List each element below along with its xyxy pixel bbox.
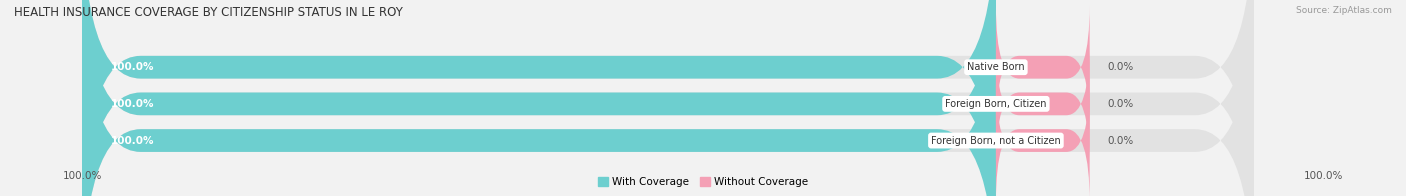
Text: 100.0%: 100.0% [1303, 171, 1343, 181]
Text: Source: ZipAtlas.com: Source: ZipAtlas.com [1296, 6, 1392, 15]
FancyBboxPatch shape [82, 0, 995, 196]
FancyBboxPatch shape [995, 79, 1090, 196]
FancyBboxPatch shape [82, 0, 1254, 196]
FancyBboxPatch shape [995, 42, 1090, 166]
FancyBboxPatch shape [995, 5, 1090, 129]
Text: 100.0%: 100.0% [111, 136, 155, 146]
Text: Foreign Born, not a Citizen: Foreign Born, not a Citizen [931, 136, 1060, 146]
Text: 0.0%: 0.0% [1108, 99, 1133, 109]
FancyBboxPatch shape [82, 0, 1254, 196]
Text: 100.0%: 100.0% [111, 62, 155, 72]
Text: Native Born: Native Born [967, 62, 1025, 72]
Text: 0.0%: 0.0% [1108, 136, 1133, 146]
FancyBboxPatch shape [82, 0, 1254, 196]
Text: HEALTH INSURANCE COVERAGE BY CITIZENSHIP STATUS IN LE ROY: HEALTH INSURANCE COVERAGE BY CITIZENSHIP… [14, 6, 404, 19]
Legend: With Coverage, Without Coverage: With Coverage, Without Coverage [598, 177, 808, 187]
Text: 100.0%: 100.0% [111, 99, 155, 109]
Text: Foreign Born, Citizen: Foreign Born, Citizen [945, 99, 1046, 109]
FancyBboxPatch shape [82, 0, 995, 196]
Text: 100.0%: 100.0% [63, 171, 103, 181]
FancyBboxPatch shape [82, 0, 995, 196]
Text: 0.0%: 0.0% [1108, 62, 1133, 72]
